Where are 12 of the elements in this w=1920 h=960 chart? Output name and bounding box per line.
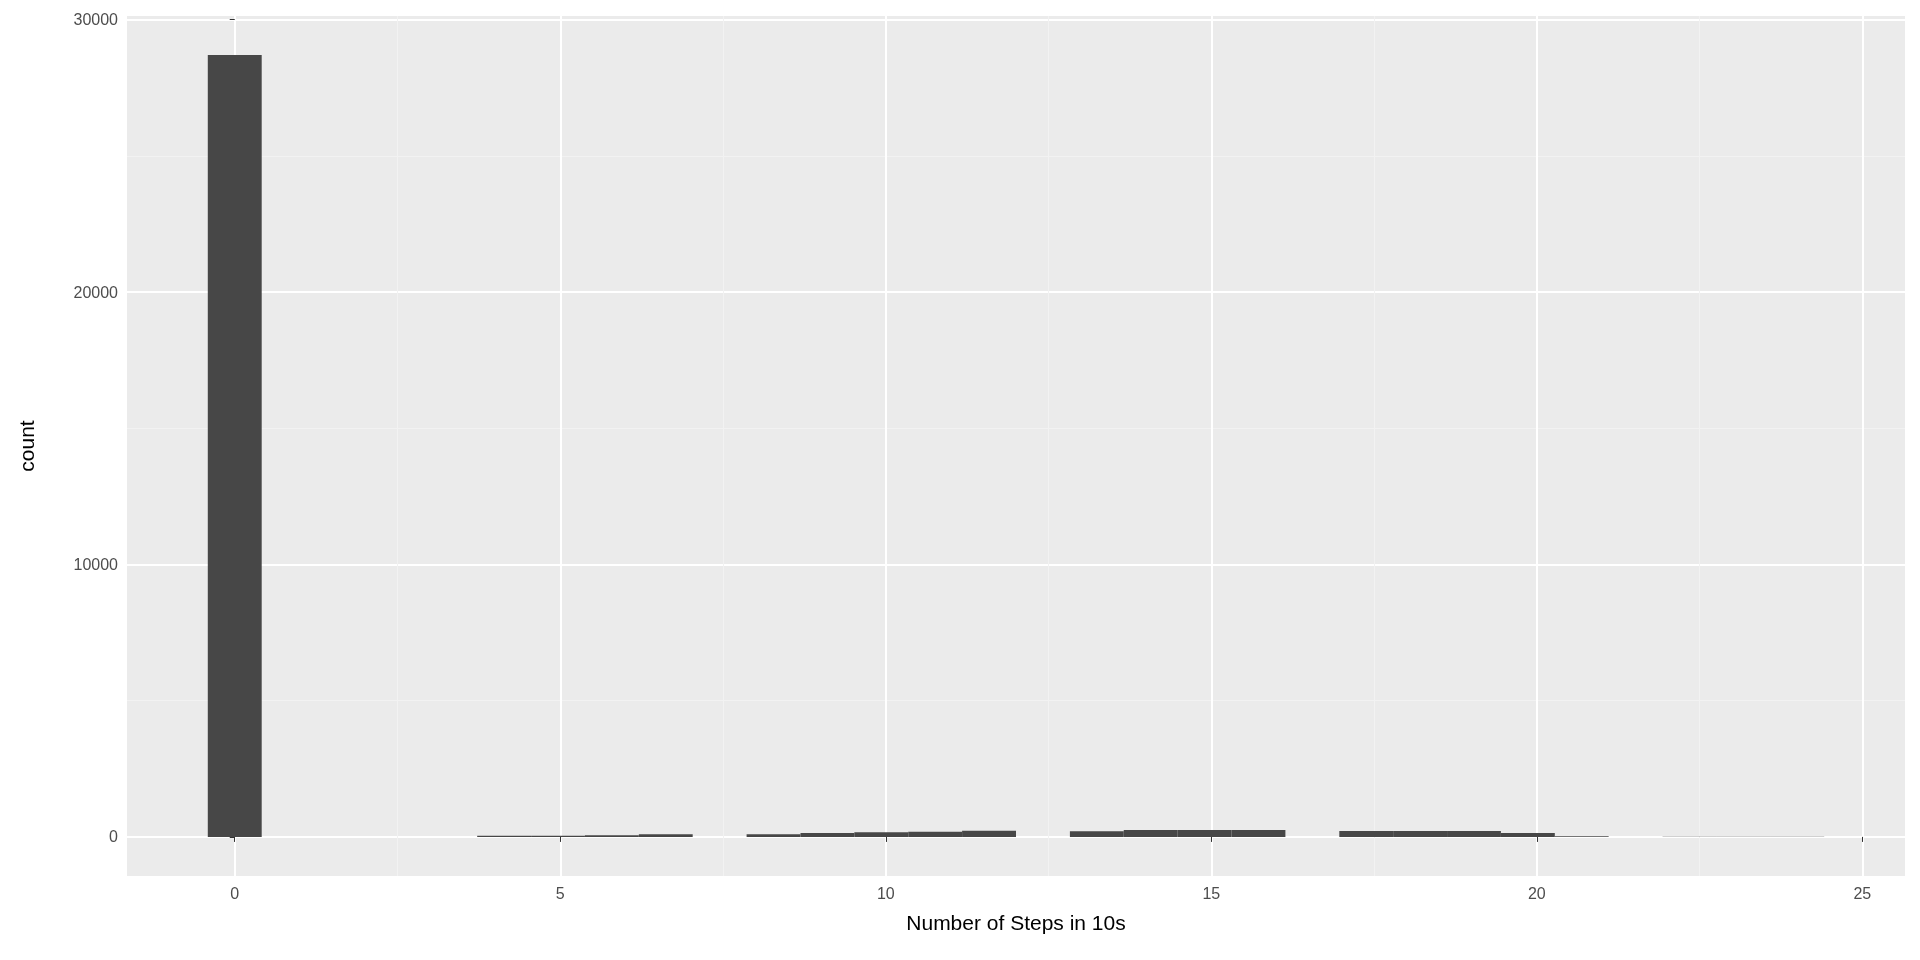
y-axis-title: count [15, 420, 38, 472]
x-tick-label: 15 [1202, 884, 1221, 902]
x-tick-label: 5 [555, 884, 565, 902]
y-tick-label: 20000 [73, 283, 119, 301]
y-tick-label: 10000 [73, 556, 119, 573]
x-axis-title: Number of Steps in 10s [906, 911, 1126, 934]
x-tick-label: 10 [876, 884, 895, 902]
x-tick-label: 20 [1527, 884, 1546, 902]
y-tick-label: 30000 [73, 11, 119, 29]
y-tick-label: 0 [109, 828, 119, 846]
x-tick-label: 25 [1853, 884, 1872, 902]
x-tick-label: 0 [230, 884, 240, 902]
